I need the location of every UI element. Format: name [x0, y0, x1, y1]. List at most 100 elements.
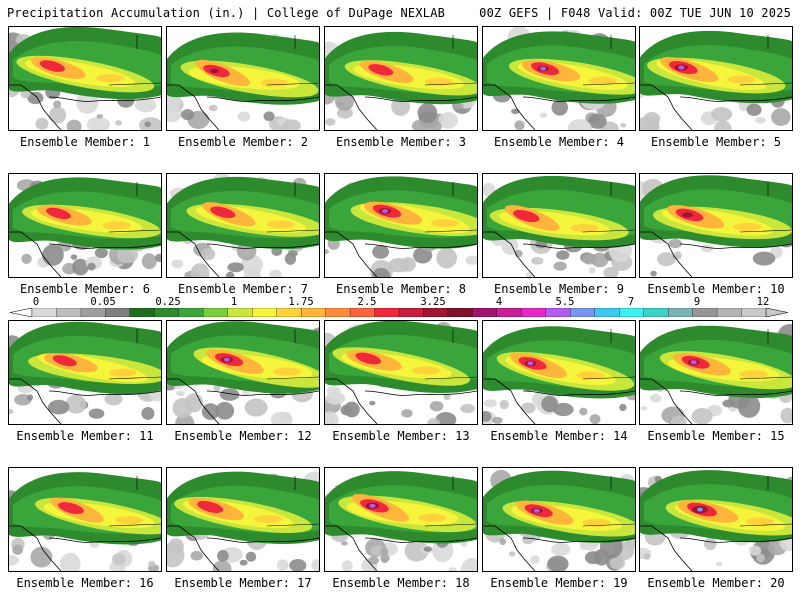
- precip-field: [167, 321, 319, 424]
- precip-field: [167, 174, 319, 277]
- ensemble-member-map: [8, 467, 162, 572]
- colorbar-swatch: [129, 308, 155, 317]
- ensemble-member-label: Ensemble Member: 19: [490, 576, 628, 590]
- ensemble-member-label: Ensemble Member: 17: [174, 576, 312, 590]
- colorbar-swatch: [496, 308, 522, 317]
- ensemble-member-map: [166, 320, 320, 425]
- colorbar: [10, 308, 788, 317]
- ensemble-member-label: Ensemble Member: 10: [647, 282, 785, 296]
- colorbar-swatch: [325, 308, 351, 317]
- colorbar-swatch: [619, 308, 645, 317]
- colorbar-swatch: [300, 308, 327, 317]
- ensemble-member-label: Ensemble Member: 8: [335, 282, 467, 296]
- ensemble-member-map: [166, 173, 320, 278]
- colorbar-swatch: [692, 308, 718, 317]
- precip-field: [9, 174, 161, 277]
- precip-field: [640, 174, 792, 277]
- colorbar-tick-label: 0.25: [155, 296, 181, 308]
- colorbar-tick-label: 5.5: [555, 296, 575, 308]
- colorbar-tick-label: 0: [32, 296, 40, 308]
- ensemble-member-map: [482, 467, 636, 572]
- colorbar-swatch: [276, 308, 302, 317]
- precip-field: [325, 468, 477, 571]
- colorbar-swatch: [227, 308, 253, 317]
- ensemble-member-label: Ensemble Member: 7: [177, 282, 309, 296]
- colorbar-swatch: [56, 308, 82, 317]
- ensemble-member-map: [8, 320, 162, 425]
- ensemble-member-map: [639, 173, 793, 278]
- ensemble-member-map: [482, 173, 636, 278]
- ensemble-member-map: [324, 320, 478, 425]
- ensemble-member-map: [8, 26, 162, 131]
- precip-field: [483, 174, 635, 277]
- colorbar-min-arrow: [10, 308, 33, 317]
- ensemble-member-label: Ensemble Member: 18: [332, 576, 470, 590]
- colorbar-swatch: [154, 308, 180, 317]
- ensemble-member-map: [482, 320, 636, 425]
- colorbar-tick-label: 1.75: [288, 296, 314, 308]
- ensemble-member-label: Ensemble Member: 5: [650, 135, 782, 149]
- ensemble-member-label: Ensemble Member: 9: [493, 282, 625, 296]
- ensemble-member-label: Ensemble Member: 12: [174, 429, 312, 443]
- colorbar-swatch: [105, 308, 131, 317]
- colorbar-tick-label: 7: [627, 296, 635, 308]
- ensemble-member-label: Ensemble Member: 2: [177, 135, 309, 149]
- ensemble-member-label: Ensemble Member: 20: [647, 576, 785, 590]
- precip-field: [167, 468, 319, 571]
- colorbar-max-arrow: [765, 308, 788, 317]
- ensemble-member-map: [324, 173, 478, 278]
- precip-field: [483, 468, 635, 571]
- ensemble-member-map: [639, 26, 793, 131]
- precip-field: [640, 468, 792, 571]
- colorbar-tick-label: 2.5: [357, 296, 377, 308]
- colorbar-swatch: [667, 308, 694, 317]
- colorbar-swatch: [398, 308, 424, 317]
- precip-field: [325, 174, 477, 277]
- colorbar-swatch: [472, 308, 498, 317]
- colorbar-swatch: [423, 308, 449, 317]
- precip-field: [167, 27, 319, 130]
- precip-field: [483, 27, 635, 130]
- ensemble-member-map: [166, 26, 320, 131]
- colorbar-swatch: [31, 308, 57, 317]
- ensemble-member-map: [166, 467, 320, 572]
- colorbar-swatch: [545, 308, 571, 317]
- ensemble-member-label: Ensemble Member: 11: [16, 429, 154, 443]
- ensemble-member-map: [639, 320, 793, 425]
- colorbar-swatch: [594, 308, 620, 317]
- colorbar-swatch: [252, 308, 278, 317]
- precip-field: [640, 321, 792, 424]
- colorbar-swatch: [643, 308, 669, 317]
- ensemble-member-map: [639, 467, 793, 572]
- colorbar-swatch: [570, 308, 596, 317]
- colorbar-swatch: [349, 308, 375, 317]
- precip-field: [9, 321, 161, 424]
- ensemble-member-map: [8, 173, 162, 278]
- colorbar-swatch: [521, 308, 547, 317]
- ensemble-member-map: [324, 26, 478, 131]
- ensemble-member-label: Ensemble Member: 6: [19, 282, 151, 296]
- colorbar-tick-label: 1: [230, 296, 238, 308]
- precip-field: [640, 27, 792, 130]
- ensemble-member-label: Ensemble Member: 14: [490, 429, 628, 443]
- ensemble-member-label: Ensemble Member: 13: [332, 429, 470, 443]
- chart-title: Precipitation Accumulation (in.) | Colle…: [7, 6, 446, 20]
- colorbar-tick-label: 4: [495, 296, 503, 308]
- colorbar-swatch: [716, 308, 742, 317]
- ensemble-member-map: [482, 26, 636, 131]
- colorbar-swatch: [374, 308, 400, 317]
- ensemble-member-label: Ensemble Member: 3: [335, 135, 467, 149]
- precip-field: [483, 321, 635, 424]
- colorbar-tick-label: 0.05: [90, 296, 116, 308]
- colorbar-tick-label: 12: [756, 296, 770, 308]
- colorbar-swatch: [203, 308, 229, 317]
- colorbar-swatch: [447, 308, 473, 317]
- precip-field: [325, 27, 477, 130]
- colorbar-swatch: [80, 308, 106, 317]
- ensemble-member-label: Ensemble Member: 16: [16, 576, 154, 590]
- ensemble-member-map: [324, 467, 478, 572]
- precip-field: [9, 468, 161, 571]
- colorbar-swatch: [178, 308, 204, 317]
- run-valid-time: 00Z GEFS | F048 Valid: 00Z TUE JUN 10 20…: [479, 6, 791, 20]
- colorbar-swatch: [741, 308, 767, 317]
